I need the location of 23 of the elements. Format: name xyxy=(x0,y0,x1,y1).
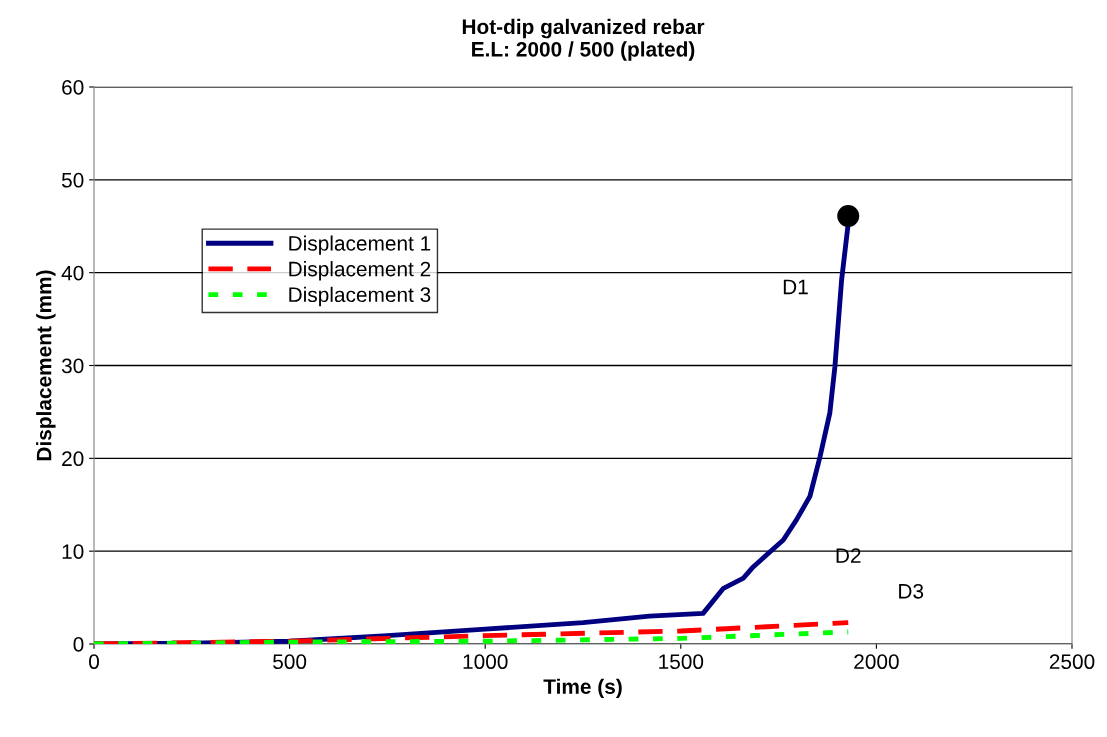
annotation: D1 xyxy=(783,279,808,295)
y-axis-title: Displacement (mm) xyxy=(36,270,56,461)
legend-label: Displacement 2 xyxy=(289,261,431,281)
x-tick-label: 1000 xyxy=(463,654,508,670)
x-tick-label: 0 xyxy=(89,654,99,670)
chart-title: Hot-dip galvanized rebar E.L: 2000 / 500 (plated) xyxy=(462,18,705,61)
legend-label: Displacement 1 xyxy=(289,235,431,255)
y-tick-label: 10 xyxy=(62,544,84,559)
legend-label: Displacement 3 xyxy=(289,286,431,307)
x-tick-label: 2500 xyxy=(1049,654,1095,670)
x-axis-title: Time (s) xyxy=(543,678,622,699)
y-tick-label: 0 xyxy=(73,637,84,652)
x-tick-label: 2000 xyxy=(854,654,899,670)
annotation: D3 xyxy=(899,583,924,599)
annotation: D2 xyxy=(836,548,861,563)
x-tick-label: 500 xyxy=(273,654,307,670)
y-tick-label: 20 xyxy=(62,451,84,467)
x-tick-label: 1500 xyxy=(659,654,704,670)
line-series xyxy=(94,629,851,644)
y-tick-label: 50 xyxy=(61,172,84,188)
y-tick-label: 40 xyxy=(61,265,84,281)
y-tick-label: 60 xyxy=(62,80,84,95)
y-tick-label: 30 xyxy=(61,358,84,374)
